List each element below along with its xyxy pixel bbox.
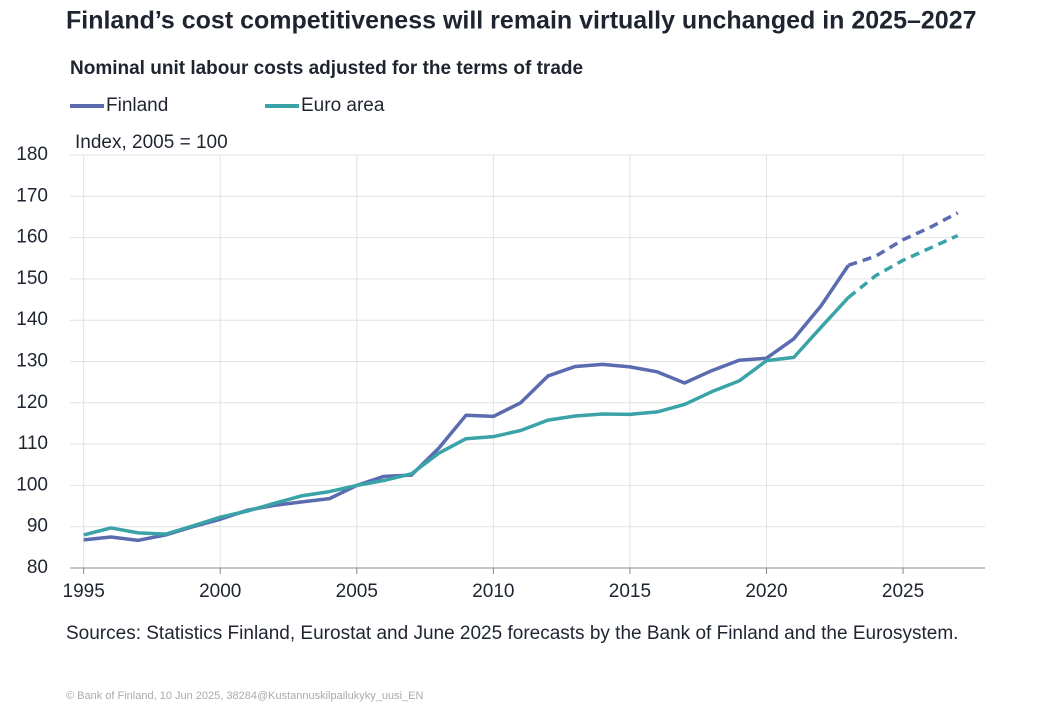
line-forecast [847,233,959,299]
x-tick-label: 2005 [336,581,378,602]
y-tick-label: 160 [16,227,48,248]
line-forecast [847,211,959,267]
source-note: Sources: Statistics Finland, Eurostat an… [66,623,958,644]
y-tick-label: 150 [16,268,48,289]
legend-label: Euro area [301,95,385,116]
x-tick-label: 2010 [472,581,514,602]
line-actual [83,296,850,537]
y-tick-label: 100 [16,474,48,495]
y-axis-label: Index, 2005 = 100 [75,132,228,153]
y-tick-label: 80 [27,557,48,578]
legend-label: Finland [106,95,168,116]
x-tick-label: 2020 [745,581,787,602]
y-tick-label: 170 [16,185,48,206]
y-tick-label: 110 [18,433,48,454]
x-tick-label: 1995 [63,581,105,602]
chart-subtitle: Nominal unit labour costs adjusted for t… [70,58,583,79]
y-tick-label: 130 [16,351,48,372]
y-tick-label: 180 [16,144,48,165]
y-tick-label: 140 [16,309,48,330]
footer: © Bank of Finland, 10 Jun 2025, 38284@Ku… [66,690,423,702]
x-tick-label: 2015 [609,581,651,602]
x-tick-label: 2025 [882,581,924,602]
x-tick-label: 2000 [199,581,241,602]
y-tick-label: 90 [27,516,48,537]
y-tick-label: 120 [16,392,48,413]
chart-title: Finland’s cost competitiveness will rema… [66,7,977,35]
